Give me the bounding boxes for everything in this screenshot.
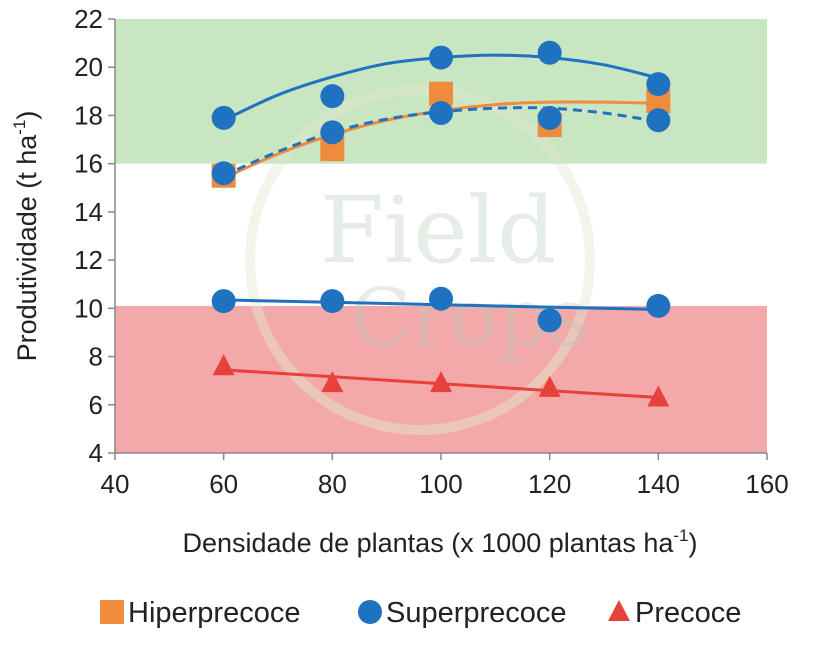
y-tick-labels: 4 6 8 10 12 14 16 18 20 22 [74,4,103,468]
legend-marker-hiperprecoce [100,600,124,624]
x-tick-label: 160 [745,469,788,499]
x-axis-title: Densidade de plantas (x 1000 plantas ha-… [183,526,698,558]
point-superprecoce [211,105,236,130]
point-precoce [212,354,235,376]
legend-marker-superprecoce [358,600,382,624]
point-superprecoce [320,84,345,109]
tick-marks [108,18,768,460]
point-superprecoce [211,161,236,186]
watermark-ring [245,85,595,435]
legend-label-hiperprecoce: Hiperprecoce [128,597,300,629]
point-superprecoce [537,40,562,65]
legend-marker-precoce [608,600,630,621]
point-superprecoce [320,120,345,145]
point-precoce [321,371,344,393]
point-superprecoce [537,308,562,333]
point-precoce [430,371,452,393]
point-superprecoce [429,101,453,126]
legend: Hiperprecoce Superprecoce Precoce [100,597,741,629]
y-tick-label: 8 [89,342,103,372]
y-tick-label: 14 [74,197,103,227]
point-superprecoce [646,293,671,318]
x-tick-labels: 40 60 80 100 120 140 160 [101,469,789,499]
point-superprecoce [646,108,671,133]
y-tick-label: 16 [74,149,103,179]
point-superprecoce [537,105,562,130]
y-tick-label: 4 [89,438,103,468]
x-tick-label: 100 [419,469,462,499]
x-tick-label: 140 [637,469,680,499]
legend-label-superprecoce: Superprecoce [386,597,567,629]
point-precoce [538,375,561,397]
point-superprecoce [211,289,236,314]
y-tick-label: 12 [74,245,103,275]
y-tick-label: 10 [74,293,103,323]
y-tick-label: 18 [74,100,103,130]
point-superprecoce [646,72,671,97]
data-points [211,40,671,407]
y-tick-label: 22 [74,4,103,34]
point-precoce [647,385,670,407]
point-superprecoce [320,289,345,314]
y-axis-title: Produtividade (t ha-1) [10,111,42,362]
point-superprecoce [429,45,453,70]
point-superprecoce [429,286,453,311]
legend-label-precoce: Precoce [635,597,741,629]
x-tick-label: 60 [209,469,238,499]
watermark-word-1: Field [320,177,556,284]
x-tick-label: 80 [318,469,347,499]
y-tick-label: 20 [74,52,103,82]
x-tick-label: 120 [528,469,571,499]
y-tick-label: 6 [89,390,103,420]
x-tick-label: 40 [101,469,130,499]
